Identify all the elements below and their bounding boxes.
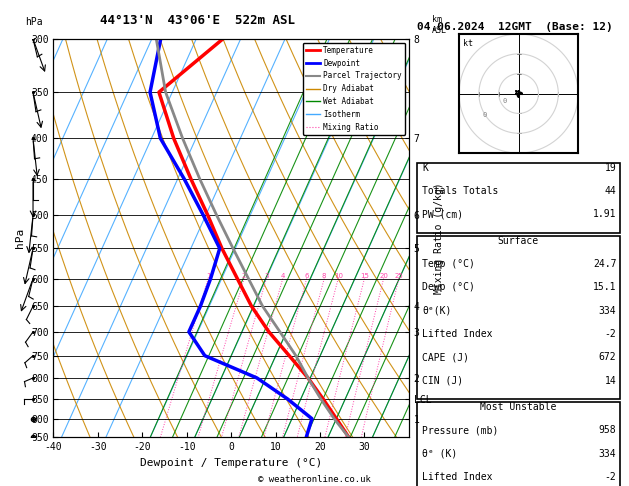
Text: 1: 1 (206, 273, 211, 278)
Text: 19: 19 (604, 163, 616, 173)
Text: K: K (422, 163, 428, 173)
Text: 8: 8 (322, 273, 326, 278)
Legend: Temperature, Dewpoint, Parcel Trajectory, Dry Adiabat, Wet Adiabat, Isotherm, Mi: Temperature, Dewpoint, Parcel Trajectory… (303, 43, 405, 135)
Text: Surface: Surface (498, 236, 539, 246)
Text: 20: 20 (379, 273, 388, 278)
Text: PW (cm): PW (cm) (422, 209, 463, 220)
Text: θᵉ(K): θᵉ(K) (422, 306, 452, 316)
Text: θᵉ (K): θᵉ (K) (422, 449, 457, 459)
Text: Pressure (mb): Pressure (mb) (422, 425, 498, 435)
Text: Most Unstable: Most Unstable (480, 402, 557, 412)
Y-axis label: hPa: hPa (16, 228, 25, 248)
Text: 1.91: 1.91 (593, 209, 616, 220)
Text: 15: 15 (360, 273, 369, 278)
Text: CIN (J): CIN (J) (422, 376, 463, 386)
Text: 0: 0 (503, 99, 507, 104)
Text: kt: kt (463, 39, 473, 48)
Text: CAPE (J): CAPE (J) (422, 352, 469, 363)
Text: -2: -2 (604, 472, 616, 482)
Text: -2: -2 (604, 329, 616, 339)
Text: © weatheronline.co.uk: © weatheronline.co.uk (258, 474, 371, 484)
Text: 0: 0 (483, 112, 487, 119)
Text: Totals Totals: Totals Totals (422, 186, 498, 196)
Text: hPa: hPa (25, 17, 43, 27)
Text: 15.1: 15.1 (593, 282, 616, 293)
Text: Dewp (°C): Dewp (°C) (422, 282, 475, 293)
Text: 958: 958 (599, 425, 616, 435)
Text: 44: 44 (604, 186, 616, 196)
Y-axis label: Mixing Ratio (g/kg): Mixing Ratio (g/kg) (434, 182, 444, 294)
Text: 04.06.2024  12GMT  (Base: 12): 04.06.2024 12GMT (Base: 12) (417, 22, 613, 32)
Text: 3: 3 (264, 273, 269, 278)
Text: 10: 10 (334, 273, 343, 278)
X-axis label: Dewpoint / Temperature (°C): Dewpoint / Temperature (°C) (140, 458, 322, 468)
Text: 672: 672 (599, 352, 616, 363)
Text: 334: 334 (599, 306, 616, 316)
Text: 6: 6 (304, 273, 309, 278)
Text: 4: 4 (281, 273, 285, 278)
Text: 14: 14 (604, 376, 616, 386)
Text: Lifted Index: Lifted Index (422, 472, 493, 482)
Text: 2: 2 (242, 273, 247, 278)
Text: 44°13'N  43°06'E  522m ASL: 44°13'N 43°06'E 522m ASL (99, 14, 294, 27)
Text: Lifted Index: Lifted Index (422, 329, 493, 339)
Text: 25: 25 (394, 273, 403, 278)
Text: 24.7: 24.7 (593, 259, 616, 269)
Text: km
ASL: km ASL (432, 16, 447, 35)
Text: 334: 334 (599, 449, 616, 459)
Text: Temp (°C): Temp (°C) (422, 259, 475, 269)
